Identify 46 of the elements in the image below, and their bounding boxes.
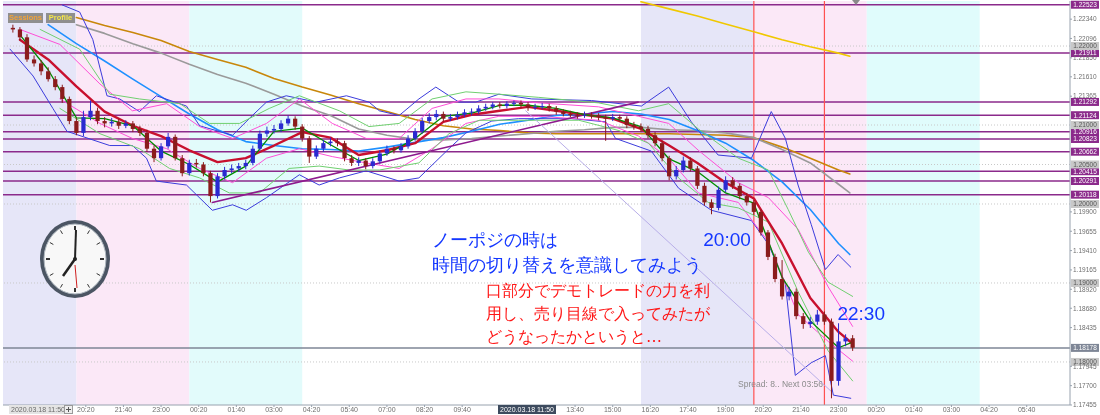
annotation: 20:00 (703, 228, 751, 251)
candlestick (779, 259, 785, 301)
annotation: 22:30 (837, 302, 885, 325)
candlestick (208, 170, 213, 203)
candlestick (271, 124, 277, 135)
annotation: ノーポジの時は (432, 229, 558, 252)
candlestick (511, 100, 517, 107)
candlestick (88, 100, 93, 121)
candlestick (180, 154, 185, 177)
candlestick (342, 140, 347, 162)
candlestick (31, 55, 37, 68)
candlestick (758, 209, 764, 237)
annotation: 口部分でデモトレードの力を利用し、売り目線で入ってみたがどうなったかというと… (486, 280, 711, 348)
candlestick (772, 253, 778, 283)
candlestick (398, 142, 404, 154)
candlestick (257, 130, 262, 152)
candlestick (575, 111, 580, 120)
candlestick (60, 84, 65, 104)
candlestick (307, 135, 312, 164)
candlestick (215, 172, 220, 199)
candlestick (540, 102, 545, 110)
candlestick (525, 101, 531, 112)
candlestick (631, 121, 636, 131)
candlestick (38, 59, 44, 76)
annotation: 時間の切り替えを意識してみよう (432, 254, 702, 277)
line-series (640, 1, 851, 58)
candlestick (250, 145, 255, 166)
candlestick (24, 33, 30, 63)
candlestick (469, 107, 474, 117)
candlestick (173, 133, 178, 162)
candlestick (532, 103, 538, 111)
candlestick (264, 126, 270, 138)
candlestick (413, 127, 418, 142)
candlestick (405, 134, 411, 150)
candlestick (144, 129, 150, 153)
candlestick (695, 165, 700, 190)
candlestick (137, 125, 143, 137)
candlestick (278, 119, 284, 133)
candlestick (67, 96, 72, 125)
candlestick (667, 155, 672, 181)
candlestick (716, 186, 721, 211)
candlestick (81, 110, 86, 137)
candlestick (660, 140, 665, 162)
candlestick (589, 111, 594, 120)
candlestick (702, 182, 707, 207)
candlestick (603, 114, 608, 142)
